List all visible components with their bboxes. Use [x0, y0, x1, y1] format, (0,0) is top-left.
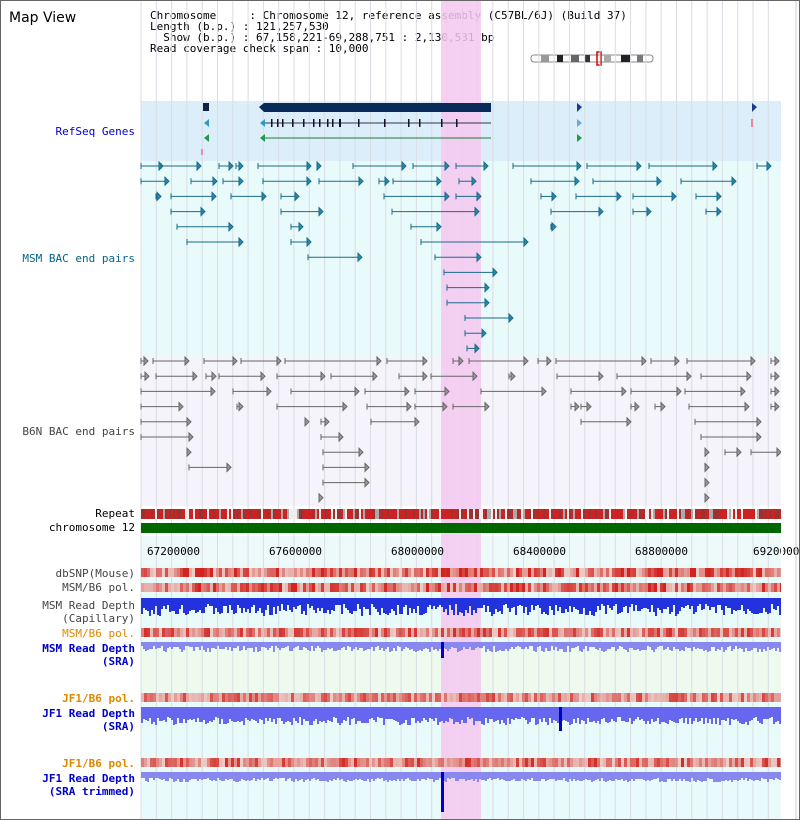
label-line: (SRA trimmed): [48, 785, 135, 798]
msm-bac-end-pairs[interactable]: [140, 160, 772, 354]
selected-region-highlight[interactable]: [441, 1, 481, 819]
page-title: Map View: [9, 10, 77, 26]
track-label-msm-depth-sra[interactable]: MSM Read Depth (SRA): [1, 642, 135, 668]
track-label-dbsnp[interactable]: dbSNP(Mouse): [55, 567, 135, 580]
label-line: (SRA): [101, 720, 135, 733]
track-label-msm-depth-capillary[interactable]: MSM Read Depth (Capillary): [1, 599, 135, 625]
axis-tick-label-5: 68800000: [635, 545, 688, 558]
chromosome-ideogram[interactable]: [530, 51, 654, 66]
read-depth-tracks[interactable]: [141, 598, 781, 812]
axis-tick-label-4: 68400000: [513, 545, 566, 558]
track-label-repeat[interactable]: Repeat: [95, 507, 135, 520]
repeat-track[interactable]: [141, 509, 781, 519]
track-label-jf1-depth-trimmed[interactable]: JF1 Read Depth (SRA trimmed): [1, 772, 135, 798]
position-axis: 67200000 67600000 68000000 68400000 6880…: [147, 545, 799, 558]
refseq-genes[interactable]: [201, 103, 757, 155]
track-label-msm-b6-pol[interactable]: MSM/B6 pol.: [62, 581, 135, 594]
axis-tick-label-6: 69200000: [753, 545, 799, 558]
label-line: MSM Read Depth: [42, 599, 135, 612]
ideogram-position-marker: [596, 51, 602, 66]
track-label-jf1-b6-pol[interactable]: JF1/B6 pol.: [62, 692, 135, 705]
axis-tick-label-2: 67600000: [269, 545, 322, 558]
polymorphism-heat-tracks[interactable]: [141, 568, 783, 767]
label-line: JF1 Read Depth: [42, 707, 135, 720]
gene-model-large[interactable]: [264, 103, 491, 112]
b6n-bac-end-pairs[interactable]: [140, 355, 782, 504]
track-label-b6n-bac[interactable]: B6N BAC end pairs: [22, 425, 135, 438]
label-line: (SRA): [101, 655, 135, 668]
coverage-span-line: Read coverage check span : 10,000: [150, 42, 369, 55]
axis-tick-label-3: 68000000: [391, 545, 444, 558]
region-info: Chromosome : Chromosome 12, reference as…: [150, 10, 627, 54]
label-line: MSM Read Depth: [42, 642, 135, 655]
label-line: JF1 Read Depth: [42, 772, 135, 785]
track-label-msm-bac[interactable]: MSM BAC end pairs: [22, 252, 135, 265]
track-label-jf1-depth-sra[interactable]: JF1 Read Depth (SRA): [1, 707, 135, 733]
grid-lines: [140, 1, 769, 819]
length-line: Length (b.p.) : 121,257,530: [150, 20, 329, 33]
track-label-msm-b6-pol-2[interactable]: MSM/B6 pol.: [62, 627, 135, 640]
label-line: (Capillary): [62, 612, 135, 625]
track-label-chromosome[interactable]: chromosome 12: [48, 521, 135, 534]
track-label-jf1-b6-pol-2[interactable]: JF1/B6 pol.: [62, 757, 135, 770]
axis-tick-label-1: 67200000: [147, 545, 200, 558]
chromosome-bar[interactable]: [141, 523, 781, 533]
track-label-refseq[interactable]: RefSeq Genes: [55, 125, 135, 138]
